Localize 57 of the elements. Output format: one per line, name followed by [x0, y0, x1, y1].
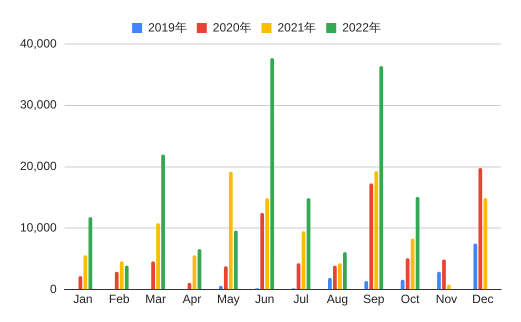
- bar: [416, 196, 420, 290]
- bar: [374, 171, 378, 290]
- bar: [120, 261, 124, 290]
- bar: [437, 272, 441, 290]
- bar: [156, 223, 160, 290]
- x-tick-label: Mar: [145, 292, 166, 306]
- legend-label: 2019年: [148, 20, 187, 34]
- bar: [302, 231, 306, 290]
- bar: [306, 198, 310, 290]
- bar: [84, 255, 88, 290]
- x-tick-label: Aug: [326, 292, 348, 306]
- legend-label: 2021年: [278, 20, 316, 34]
- legend-label: 2022年: [342, 20, 381, 34]
- bar: [369, 183, 374, 290]
- y-tick-label: 20,000: [20, 159, 58, 174]
- bar: [343, 252, 347, 290]
- bar: [192, 255, 196, 290]
- x-tick-label: Dec: [472, 292, 494, 306]
- bar: [88, 217, 92, 290]
- legend-label: 2020年: [212, 20, 252, 34]
- bar: [224, 266, 228, 290]
- bar: [114, 272, 119, 290]
- bar: [473, 244, 478, 290]
- x-tick-label: Feb: [108, 292, 130, 306]
- y-tick-label: 10,000: [20, 220, 58, 235]
- bar: [410, 238, 414, 290]
- bar: [151, 261, 155, 290]
- bar: [270, 58, 274, 290]
- bar: [78, 276, 82, 290]
- x-tick-label: Nov: [436, 292, 458, 306]
- bar: [483, 198, 488, 290]
- y-tick-label: 40,000: [20, 36, 58, 50]
- x-tick-label: Jun: [254, 292, 274, 306]
- bar: [442, 260, 446, 290]
- y-tick-label: 0: [50, 282, 58, 296]
- bar: [296, 263, 300, 290]
- x-tick-label: May: [216, 292, 240, 306]
- bar: [333, 266, 337, 290]
- x-tick-label: Oct: [400, 292, 420, 306]
- bar: [406, 258, 410, 290]
- bar: [338, 263, 342, 290]
- x-tick-label: Jul: [293, 292, 309, 306]
- bar: [379, 66, 384, 290]
- bar: [228, 172, 233, 290]
- bar: [234, 230, 238, 290]
- x-tick-label: Apr: [182, 292, 202, 306]
- bar: [198, 249, 202, 290]
- bar: [260, 212, 264, 290]
- x-tick-label: Jan: [73, 292, 93, 306]
- x-tick-label: Sep: [363, 292, 385, 306]
- bar: [328, 278, 332, 290]
- bar: [124, 266, 129, 290]
- bar: [265, 198, 270, 290]
- bar: [400, 280, 404, 290]
- bar: [161, 154, 165, 290]
- bar: [478, 168, 482, 290]
- y-tick-label: 30,000: [20, 98, 58, 112]
